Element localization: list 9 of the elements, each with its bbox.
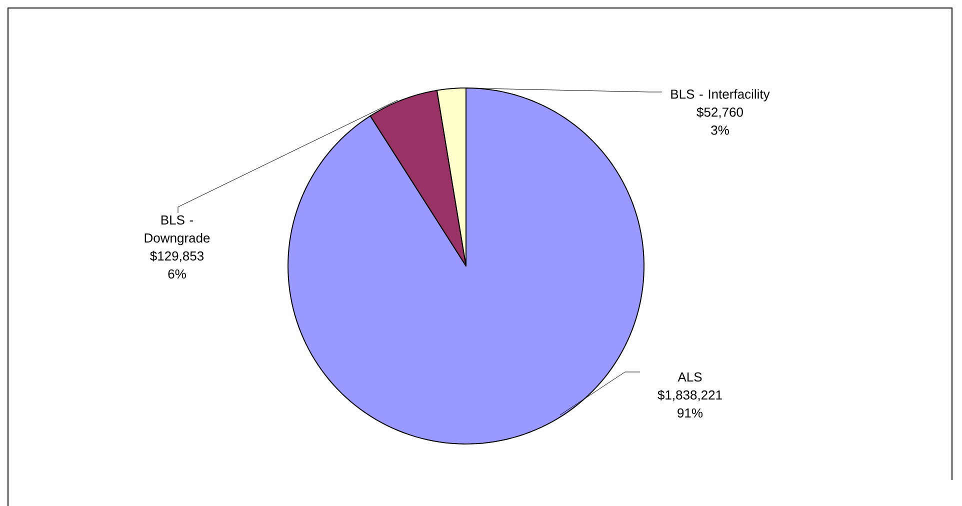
text: 91%: [678, 408, 703, 418]
text: 3%: [711, 126, 729, 135]
data-label: $1,838,221: [658, 390, 722, 402]
slice-label: ALS: [678, 372, 702, 382]
slice-label: BLS - Downgrade: [144, 215, 210, 246]
text: 6%: [168, 269, 186, 279]
data-label: $129,853: [150, 250, 204, 262]
slice-label: BLS - Interfacility: [671, 89, 770, 102]
data-label: $52,760: [696, 107, 743, 118]
